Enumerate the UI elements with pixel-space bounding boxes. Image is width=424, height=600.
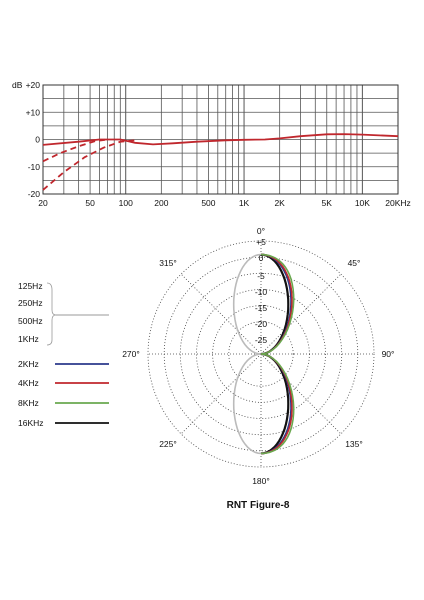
polar-spoke xyxy=(180,353,262,435)
fr-x-tick-label: 1K xyxy=(239,198,250,208)
polar-r-label: -10 xyxy=(255,287,268,297)
polar-r-label: -20 xyxy=(255,319,268,329)
fr-series-dashed-2 xyxy=(42,139,136,191)
legend-low-label: 1KHz xyxy=(18,334,39,344)
polar-r-label: +5 xyxy=(256,237,266,247)
fr-series-main xyxy=(42,133,399,146)
legend-low-label: 500Hz xyxy=(18,316,43,326)
polar-spoke xyxy=(180,273,262,355)
polar-pattern-low-left xyxy=(232,253,262,455)
fr-series-dashed-1 xyxy=(42,138,108,163)
fr-x-tick-label: 100 xyxy=(119,198,133,208)
polar-spoke xyxy=(260,353,342,435)
polar-grid xyxy=(147,240,375,468)
polar-labels: 0° 45° 90° 135° 180° 225° 270° 315° +5 0 -5 -10 -15 -… xyxy=(122,226,394,486)
legend-entry-label: 16KHz xyxy=(18,418,44,428)
legend-entry-label: 8KHz xyxy=(18,398,39,408)
polar-ring xyxy=(147,240,375,468)
polar-angle-label: 135° xyxy=(345,439,363,449)
polar-ring xyxy=(179,272,343,436)
polar-ring xyxy=(228,321,294,387)
fr-x-tick-label: 50 xyxy=(85,198,95,208)
fr-frame xyxy=(42,84,399,195)
fr-x-tick-label: 5K xyxy=(322,198,333,208)
polar-chart-title: RNT Figure-8 xyxy=(227,500,290,511)
fr-x-tick-label: 500 xyxy=(201,198,215,208)
polar-r-label: -15 xyxy=(255,303,268,313)
polar-spoke xyxy=(260,273,342,355)
polar-angle-label: 45° xyxy=(348,258,361,268)
legend-low-label: 250Hz xyxy=(18,298,43,308)
legend-brace-icon xyxy=(46,282,57,346)
polar-r-label: 0 xyxy=(259,253,264,263)
polar-r-label: -5 xyxy=(257,271,265,281)
polar-pattern-8khz xyxy=(260,253,295,455)
legend-low-label: 125Hz xyxy=(18,281,43,291)
fr-x-tick-label: 20 xyxy=(38,198,48,208)
y-axis-unit-label: dB xyxy=(12,80,23,90)
frequency-response-chart: dB 20 50 100 200 500 1K 2K 5K 10K 20KHz +20 +10 0 -10… xyxy=(12,80,411,208)
polar-angle-label: 180° xyxy=(252,476,270,486)
fr-y-tick-label: +10 xyxy=(26,107,41,117)
fr-x-tick-label: 10K xyxy=(355,198,370,208)
polar-lines xyxy=(232,253,295,455)
legend-entry-label: 4KHz xyxy=(18,378,39,388)
polar-r-label: -25 xyxy=(255,335,268,345)
fr-x-tick-label: 2K xyxy=(274,198,285,208)
fr-x-tick-label: 200 xyxy=(154,198,168,208)
fr-grid xyxy=(42,84,399,195)
fr-y-tick-label: +20 xyxy=(26,80,41,90)
fr-y-tick-label: 0 xyxy=(35,135,40,145)
fr-y-tick-label: -20 xyxy=(28,189,41,199)
polar-angle-label: 90° xyxy=(382,349,395,359)
legend-entry-label: 2KHz xyxy=(18,359,39,369)
polar-ring xyxy=(196,289,326,419)
polar-angle-label: 225° xyxy=(159,439,177,449)
polar-angle-label: 0° xyxy=(257,226,265,236)
legend: 125Hz 250Hz 500Hz 1KHz 2KHz 4KHz 8KHz 16KHz xyxy=(18,281,109,428)
polar-angle-label: 270° xyxy=(122,349,140,359)
fr-x-tick-label: 20KHz xyxy=(385,198,411,208)
fr-labels: dB 20 50 100 200 500 1K 2K 5K 10K 20KHz +20 +10 0 -10… xyxy=(12,80,411,208)
fr-lines xyxy=(42,133,399,191)
polar-pattern-chart: 0° 45° 90° 135° 180° 225° 270° 315° +5 0 -5 -10 -15 -… xyxy=(122,226,394,486)
fr-y-tick-label: -10 xyxy=(28,162,41,172)
polar-angle-label: 315° xyxy=(159,258,177,268)
